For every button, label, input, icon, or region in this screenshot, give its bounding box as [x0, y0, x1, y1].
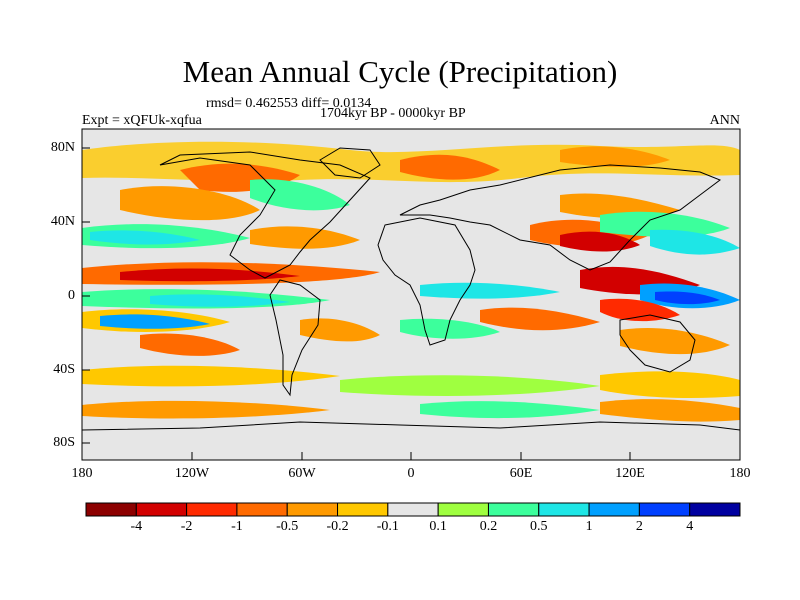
colorbar-label: -4	[130, 519, 143, 534]
lat-label: 80N	[50, 140, 75, 155]
colorbar-label: -0.1	[376, 519, 399, 534]
colorbar-swatch	[236, 502, 288, 517]
lon-label: 120E	[615, 466, 645, 481]
season-label: ANN	[709, 113, 740, 128]
rmsd-diff-stats: rmsd= 0.462553 diff= 0.0134	[206, 96, 372, 111]
lon-label: 60E	[509, 466, 533, 481]
colorbar-label: 0.1	[429, 519, 447, 534]
lon-label: 0	[407, 466, 415, 481]
lon-label: 180	[71, 466, 93, 481]
map-ticks	[81, 147, 741, 460]
colorbar-label: -0.5	[276, 519, 299, 534]
colorbar-label: -1	[231, 519, 243, 534]
colorbar-label: 4	[686, 519, 694, 534]
experiment-label: Expt = xQFUk-xqfua	[82, 113, 202, 128]
colorbar-label: -2	[180, 519, 193, 534]
eurasia-coast	[399, 164, 722, 271]
colorbar-swatch	[135, 502, 188, 517]
colorbar-swatch	[487, 502, 540, 517]
lat-label: 40S	[53, 362, 75, 377]
lat-label: 80S	[53, 435, 75, 450]
greenland-coast	[319, 147, 381, 179]
lon-label: 120W	[174, 466, 210, 481]
colorbar-swatch	[85, 502, 137, 517]
colorbar-label: 0.5	[530, 519, 548, 534]
colorbar-label: 0.2	[479, 519, 498, 534]
colorbar-swatch	[186, 502, 238, 517]
lat-label: 0	[68, 288, 75, 303]
colorbar-swatch	[437, 502, 489, 517]
antarctica-coast	[82, 421, 740, 431]
colorbar-swatch	[638, 502, 691, 517]
colorbar-label: -0.2	[326, 519, 349, 534]
colorbar-label: 2	[635, 519, 643, 534]
plot-title: Mean Annual Cycle (Precipitation)	[182, 54, 618, 89]
africa-coast	[377, 217, 476, 346]
colorbar-swatch	[286, 502, 339, 517]
coastlines	[82, 147, 740, 431]
colorbar-swatch	[588, 502, 640, 517]
time-period: 1704kyr BP - 0000kyr BP	[320, 106, 466, 121]
lon-label: 60W	[288, 466, 316, 481]
lon-label: 180	[729, 466, 751, 481]
colorbar-swatch	[337, 502, 389, 517]
lat-label: 40N	[50, 214, 75, 229]
colorbar-swatch	[689, 502, 741, 517]
colorbar-swatch	[387, 502, 439, 517]
colorbar-swatch	[538, 502, 590, 517]
south-america-coast	[269, 279, 321, 397]
colorbar-label: 1	[585, 519, 593, 534]
north-america-coast	[159, 151, 371, 279]
australia-coast	[619, 314, 696, 373]
